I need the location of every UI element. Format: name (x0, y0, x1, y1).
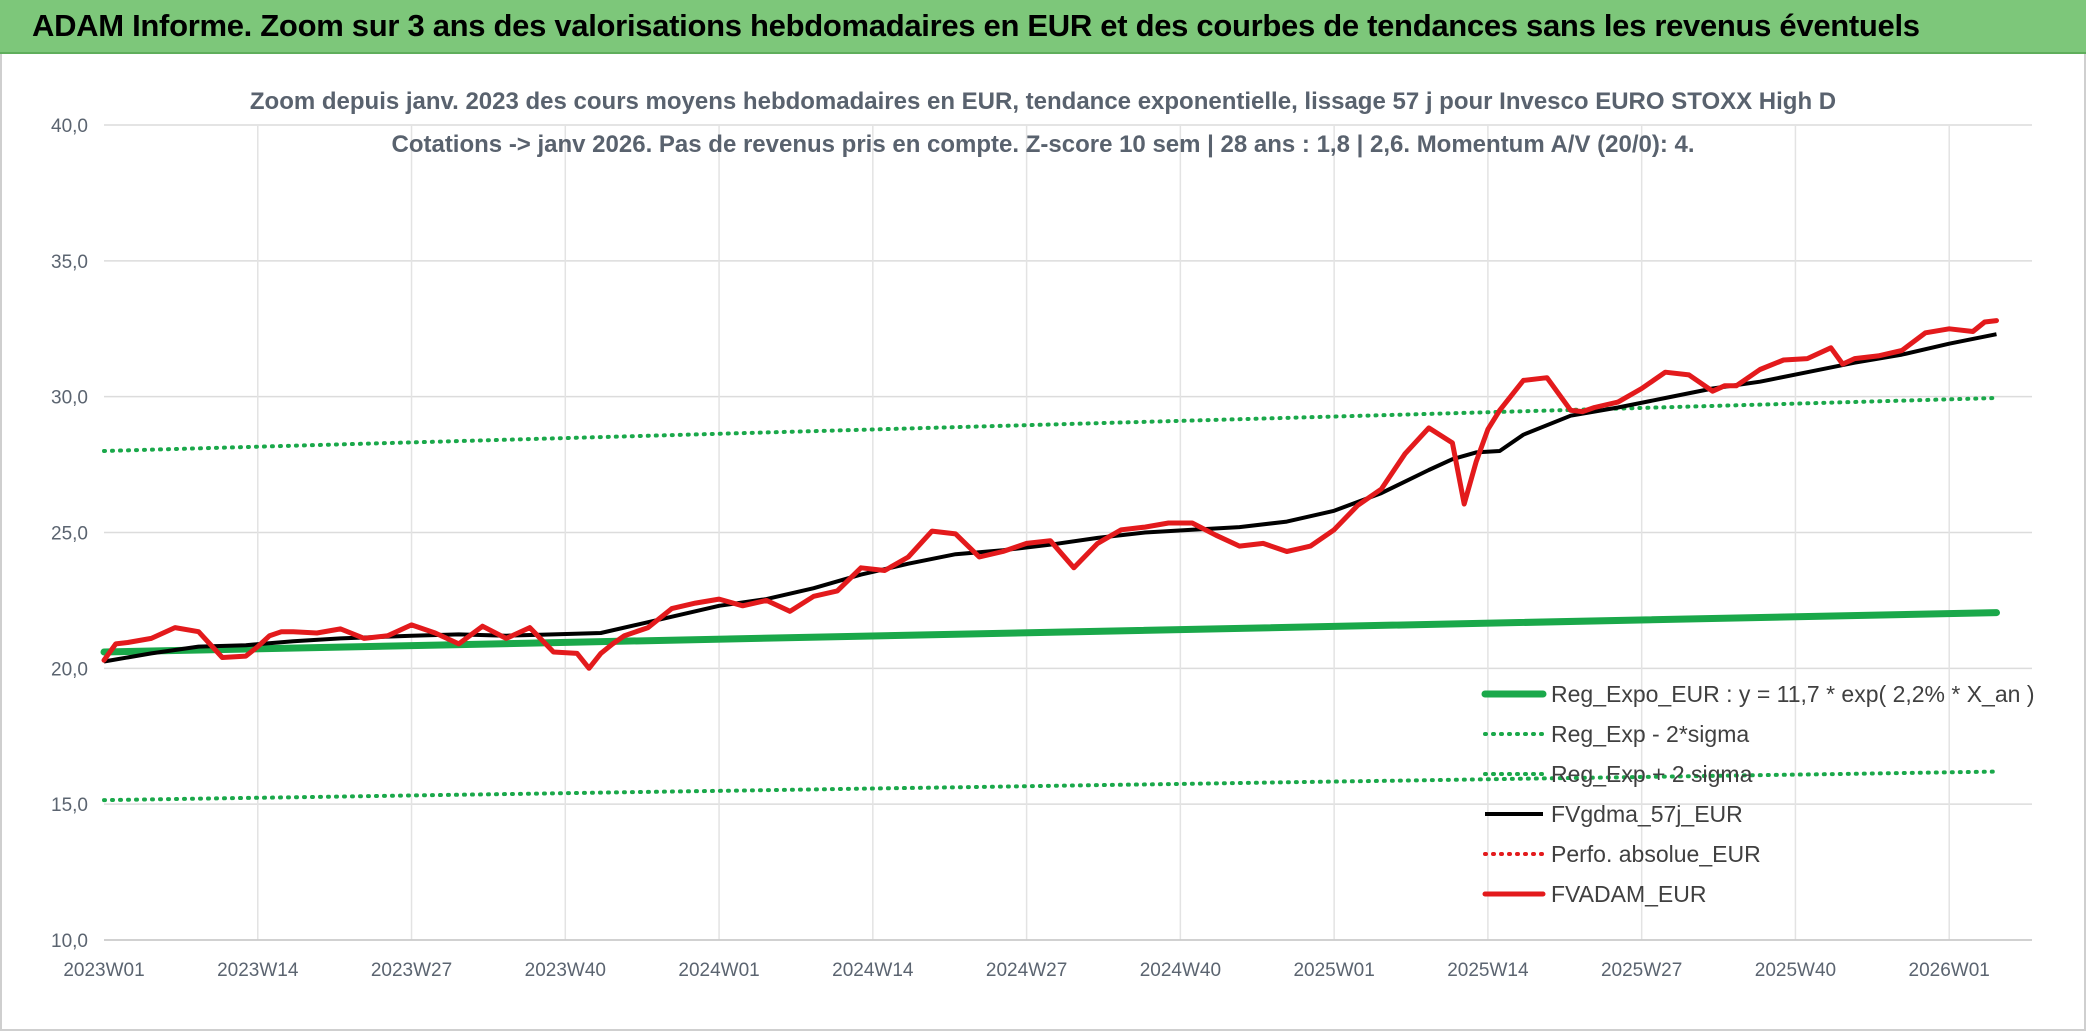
series-line-3 (103, 332, 1997, 664)
x-tick-label: 2024W14 (832, 960, 914, 981)
y-tick-label: 20,0 (51, 659, 88, 680)
y-tick-label: 35,0 (51, 252, 88, 273)
x-tick-label: 2023W27 (371, 960, 452, 981)
y-tick-label: 25,0 (51, 524, 88, 545)
y-tick-label: 15,0 (51, 795, 88, 816)
y-tick-label: 40,0 (51, 116, 88, 137)
series-line-5 (101, 318, 1999, 671)
legend-label-5: FVADAM_EUR (1551, 881, 1707, 907)
y-tick-label: 30,0 (51, 388, 88, 409)
x-tick-label: 2024W27 (986, 960, 1067, 981)
series-line-0 (100, 609, 2000, 656)
x-tick-label: 2025W40 (1755, 960, 1836, 981)
chart-title: Zoom depuis janv. 2023 des cours moyens … (250, 88, 1836, 115)
x-tick-label: 2025W01 (1293, 960, 1374, 981)
axes-group: Zoom depuis janv. 2023 des cours moyens … (51, 88, 1990, 981)
series-line-1 (102, 396, 1999, 453)
x-tick-label: 2024W40 (1140, 960, 1221, 981)
x-tick-label: 2023W01 (63, 960, 144, 981)
legend-label-0: Reg_Expo_EUR : y = 11,7 * exp( 2,2% * X_… (1551, 681, 2034, 707)
series-line-2 (102, 769, 1999, 803)
legend-label-3: FVgdma_57j_EUR (1551, 801, 1743, 827)
legend-label-1: Reg_Exp - 2*sigma (1551, 721, 1749, 747)
grid-lines (104, 124, 2032, 941)
legend-label-4: Perfo. absolue_EUR (1551, 841, 1761, 867)
chart-subtitle: Cotations -> janv 2026. Pas de revenus p… (391, 131, 1694, 158)
x-tick-label: 2025W14 (1447, 960, 1529, 981)
x-tick-label: 2026W01 (1909, 960, 1990, 981)
report-title: ADAM Informe. Zoom sur 3 ans des valoris… (32, 8, 1920, 43)
x-tick-label: 2023W40 (525, 960, 606, 981)
report-banner: ADAM Informe. Zoom sur 3 ans des valoris… (0, 0, 2086, 54)
series-group (100, 318, 2000, 803)
y-tick-label: 10,0 (51, 931, 88, 952)
chart-frame (0, 54, 2086, 1031)
legend-label-2: Reg_Exp + 2 sigma (1551, 761, 1753, 787)
legend: Reg_Expo_EUR : y = 11,7 * exp( 2,2% * X_… (1481, 681, 2034, 907)
x-tick-label: 2025W27 (1601, 960, 1682, 981)
x-tick-label: 2023W14 (217, 960, 299, 981)
x-tick-label: 2024W01 (678, 960, 759, 981)
